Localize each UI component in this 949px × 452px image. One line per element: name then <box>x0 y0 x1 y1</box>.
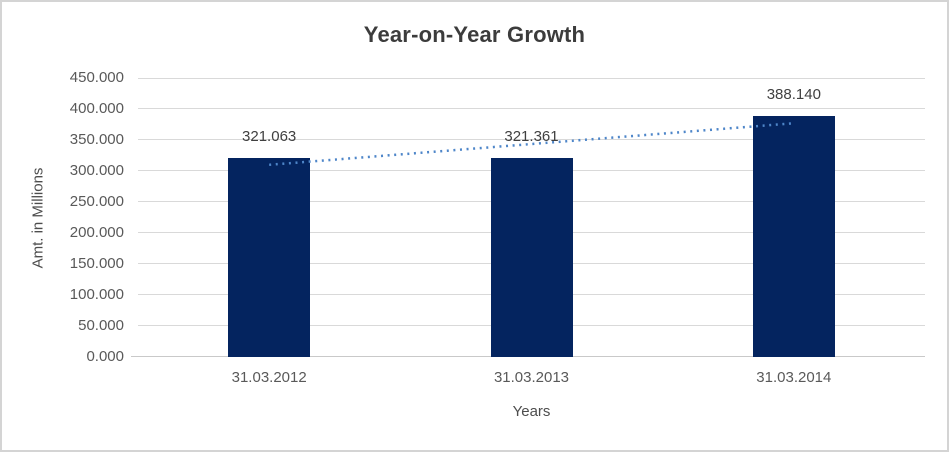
bar-31.03.2012 <box>228 157 311 357</box>
gridline <box>138 139 925 140</box>
gridline <box>138 108 925 109</box>
y-tick-label: 50.000 <box>78 317 124 334</box>
bar-31.03.2013 <box>490 157 573 357</box>
y-tick-label: 400.000 <box>69 100 124 117</box>
y-tick-label: 200.000 <box>69 224 124 241</box>
y-tick-label: 350.000 <box>69 131 124 148</box>
trendline-line <box>269 121 794 167</box>
y-tick-label: 150.000 <box>69 255 124 272</box>
x-axis-title: Years <box>512 403 551 420</box>
gridline <box>138 78 925 79</box>
chart-title: Year-on-Year Growth <box>363 22 586 47</box>
y-tick-label: 100.000 <box>69 286 124 303</box>
bar-data-label: 321.063 <box>242 127 297 145</box>
trendline <box>269 121 794 167</box>
plot-area: 321.063 321.361 388.140 <box>131 78 925 357</box>
x-tick-label: 31.03.2014 <box>756 369 832 386</box>
bar-data-label: 388.140 <box>766 86 821 104</box>
y-tick-label: 0.000 <box>86 348 124 365</box>
bar-31.03.2014 <box>752 116 835 357</box>
y-tick-label: 300.000 <box>69 162 124 179</box>
y-axis-title: Amt. in Millions <box>29 167 47 269</box>
x-tick-label: 31.03.2013 <box>493 369 570 386</box>
y-tick-label: 450.000 <box>69 69 124 86</box>
bar-data-label: 321.361 <box>504 127 559 145</box>
x-tick-label: 31.03.2012 <box>231 369 307 386</box>
y-tick-label: 250.000 <box>69 193 124 210</box>
